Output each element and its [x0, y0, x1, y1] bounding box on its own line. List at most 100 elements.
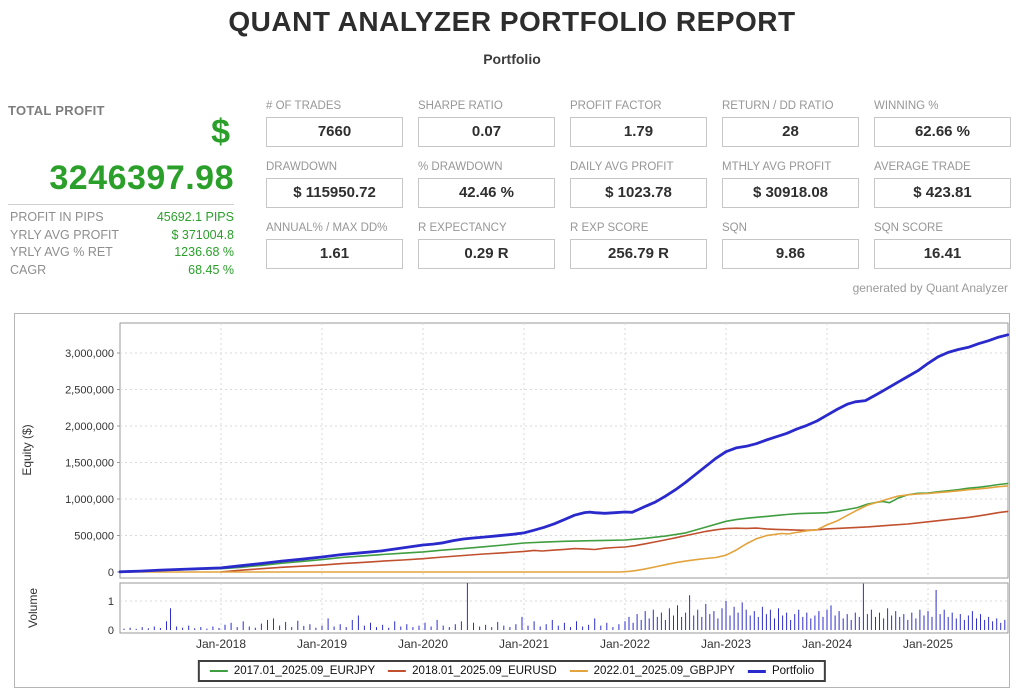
stat-label: AVERAGE TRADE [874, 161, 971, 173]
legend-label: 2017.01_2025.09_EURJPY [233, 665, 376, 677]
stat-value-box: $ 423.81 [874, 178, 1011, 208]
stat-value-box: 1.61 [266, 239, 403, 269]
stat-label: MTHLY AVG PROFIT [722, 161, 832, 173]
legend-swatch-series [209, 670, 228, 672]
stat-cell: WINNING % 62.66 % [874, 100, 1011, 147]
stat-cell: SHARPE RATIO 0.07 [418, 100, 555, 147]
total-profit-value: 3246397.98 [49, 159, 234, 197]
legend-swatch-portfolio [747, 669, 766, 673]
svg-text:Jan-2023: Jan-2023 [701, 637, 751, 651]
legend-item: Portfolio [747, 665, 815, 677]
detail-value: 45692.1 PIPS [156, 210, 234, 224]
stat-value-box: $ 30918.08 [722, 178, 859, 208]
svg-text:Jan-2021: Jan-2021 [499, 637, 549, 651]
total-profit-detail-row: CAGR 68.45 % [10, 262, 234, 280]
stat-label: R EXP SCORE [570, 222, 649, 234]
stat-label: # OF TRADES [266, 100, 342, 112]
svg-text:Jan-2024: Jan-2024 [802, 637, 852, 651]
stat-cell: MTHLY AVG PROFIT $ 30918.08 [722, 161, 859, 208]
stats-grid: # OF TRADES 7660 SHARPE RATIO 0.07 PROFIT FA… [266, 100, 1011, 269]
detail-label: YRLY AVG PROFIT [10, 227, 120, 242]
stat-label: SHARPE RATIO [418, 100, 503, 112]
stat-value-box: 28 [722, 117, 859, 147]
legend-label: Portfolio [771, 665, 815, 677]
total-profit-panel: TOTAL PROFIT $ 3246397.98 PROFIT IN PIPS… [8, 103, 234, 277]
detail-label: PROFIT IN PIPS [10, 210, 104, 224]
svg-text:Jan-2022: Jan-2022 [600, 637, 650, 651]
stat-cell: RETURN / DD RATIO 28 [722, 100, 859, 147]
stat-value-box: 62.66 % [874, 117, 1011, 147]
legend-item: 2018.01_2025.09_EURUSD [388, 665, 557, 677]
stat-label: PROFIT FACTOR [570, 100, 662, 112]
legend-label: 2018.01_2025.09_EURUSD [412, 665, 557, 677]
svg-text:500,000: 500,000 [74, 531, 114, 543]
stat-label: RETURN / DD RATIO [722, 100, 834, 112]
legend-swatch-series [569, 670, 588, 672]
svg-text:2,000,000: 2,000,000 [65, 421, 114, 433]
equity-chart-panel: Jan-2018 Jan-2019 Jan-2020 Jan-2021 Jan-2022… [14, 313, 1010, 688]
svg-text:1,500,000: 1,500,000 [65, 458, 114, 470]
page-title: QUANT ANALYZER PORTFOLIO REPORT [228, 6, 796, 37]
total-profit-detail-row: YRLY AVG % RET 1236.68 % [10, 244, 234, 262]
detail-value: 1236.68 % [174, 245, 234, 259]
page-subtitle: Portfolio [483, 51, 541, 67]
stat-value-box: $ 1023.78 [570, 178, 707, 208]
generated-by-note: generated by Quant Analyzer [852, 281, 1008, 295]
stat-cell: ANNUAL% / MAX DD% 1.61 [266, 222, 403, 269]
stat-cell: AVERAGE TRADE $ 423.81 [874, 161, 1011, 208]
stat-value-box: 256.79 R [570, 239, 707, 269]
total-profit-label: TOTAL PROFIT [8, 103, 105, 118]
detail-value: 68.45 % [188, 262, 234, 277]
stat-label: DRAWDOWN [266, 161, 338, 173]
svg-text:1: 1 [108, 596, 114, 608]
stat-label: R EXPECTANCY [418, 222, 507, 234]
stat-label: ANNUAL% / MAX DD% [266, 222, 388, 234]
stat-cell: SQN 9.86 [722, 222, 859, 269]
legend-swatch-series [388, 670, 407, 672]
stat-value-box: $ 115950.72 [266, 178, 403, 208]
detail-value: $ 371004.8 [171, 227, 234, 242]
stat-cell: DAILY AVG PROFIT $ 1023.78 [570, 161, 707, 208]
svg-text:Volume: Volume [26, 588, 40, 628]
svg-text:1,000,000: 1,000,000 [65, 494, 114, 506]
stat-value-box: 7660 [266, 117, 403, 147]
svg-text:Jan-2020: Jan-2020 [398, 637, 448, 651]
svg-text:3,000,000: 3,000,000 [65, 348, 114, 360]
legend-item: 2022.01_2025.09_GBPJPY [569, 665, 735, 677]
stat-label: DAILY AVG PROFIT [570, 161, 674, 173]
stat-value-box: 42.46 % [418, 178, 555, 208]
stat-cell: # OF TRADES 7660 [266, 100, 403, 147]
stat-cell: SQN SCORE 16.41 [874, 222, 1011, 269]
stat-value-box: 9.86 [722, 239, 859, 269]
svg-text:Jan-2018: Jan-2018 [196, 637, 246, 651]
stat-cell: % DRAWDOWN 42.46 % [418, 161, 555, 208]
legend-item: 2017.01_2025.09_EURJPY [209, 665, 376, 677]
equity-volume-chart-svg: Jan-2018 Jan-2019 Jan-2020 Jan-2021 Jan-2022… [20, 322, 1009, 651]
stat-label: WINNING % [874, 100, 939, 112]
detail-label: YRLY AVG % RET [10, 245, 113, 259]
stat-cell: PROFIT FACTOR 1.79 [570, 100, 707, 147]
total-profit-detail-row: YRLY AVG PROFIT $ 371004.8 [10, 227, 234, 245]
detail-label: CAGR [10, 262, 47, 277]
svg-text:Jan-2025: Jan-2025 [903, 637, 953, 651]
dollar-symbol: $ [211, 113, 230, 151]
stat-cell: R EXP SCORE 256.79 R [570, 222, 707, 269]
stat-cell: R EXPECTANCY 0.29 R [418, 222, 555, 269]
stat-value-box: 0.07 [418, 117, 555, 147]
svg-text:0: 0 [108, 625, 114, 637]
svg-text:2,500,000: 2,500,000 [65, 385, 114, 397]
svg-text:Jan-2019: Jan-2019 [297, 637, 347, 651]
total-profit-details: PROFIT IN PIPS 45692.1 PIPS YRLY AVG PROFI… [10, 209, 234, 279]
total-profit-detail-row: PROFIT IN PIPS 45692.1 PIPS [10, 209, 234, 227]
stat-cell: DRAWDOWN $ 115950.72 [266, 161, 403, 208]
svg-text:Equity ($): Equity ($) [20, 424, 34, 475]
stat-label: % DRAWDOWN [418, 161, 503, 173]
chart-legend: 2017.01_2025.09_EURJPY 2018.01_2025.09_EU… [197, 660, 827, 682]
svg-text:0: 0 [108, 567, 114, 579]
stat-label: SQN SCORE [874, 222, 944, 234]
stat-value-box: 1.79 [570, 117, 707, 147]
legend-label: 2022.01_2025.09_GBPJPY [593, 665, 735, 677]
stat-value-box: 0.29 R [418, 239, 555, 269]
stat-label: SQN [722, 222, 747, 234]
